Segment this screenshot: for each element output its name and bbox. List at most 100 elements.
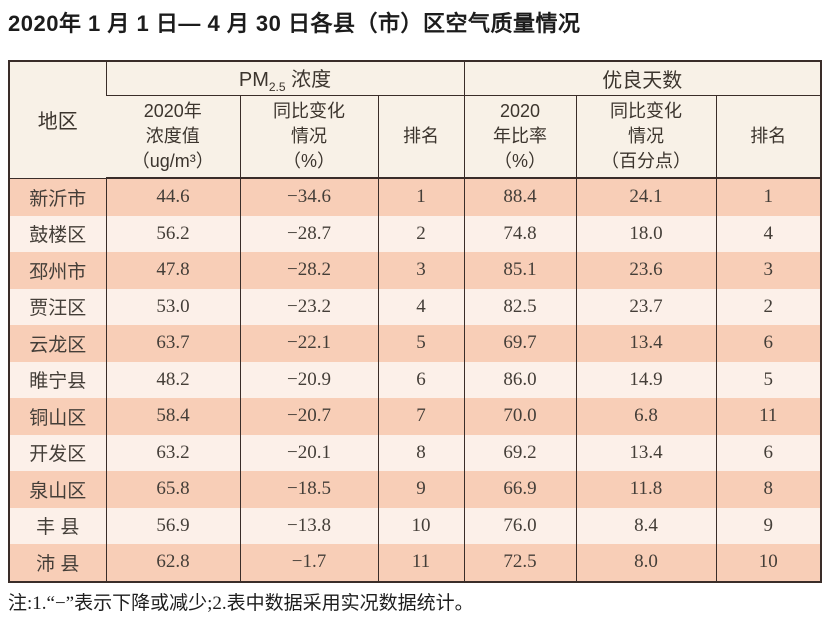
region-cell: 新沂市 [9,178,106,216]
pm25-subscript: 2.5 [268,80,286,94]
header-line: 浓度值 [145,126,200,146]
table-row: 新沂市 44.6 −34.6 1 88.4 24.1 1 [9,178,822,216]
pm-value-cell: 53.0 [105,288,240,325]
good-change-cell: 11.8 [575,471,717,508]
footnote: 注:1.“−”表示下降或减少;2.表中数据采用实况数据统计。 [8,593,474,614]
good-rate-cell: 88.4 [463,178,577,216]
column-header-pm-value: 2020年 浓度值 （ug/m³） [106,95,240,179]
header-line: （%） [282,151,335,171]
table-row: 睢宁县 48.2 −20.9 6 86.0 14.9 5 [9,361,822,398]
header-line: 情况 [291,126,327,146]
good-change-cell: 8.4 [575,507,717,544]
good-change-cell: 6.8 [575,398,717,435]
table-row: 铜山区 58.4 −20.7 7 70.0 6.8 11 [9,398,822,435]
good-rank-cell: 5 [715,361,822,398]
pm-value-cell: 56.2 [105,215,240,252]
region-cell: 泉山区 [9,471,106,508]
good-change-cell: 24.1 [575,178,717,216]
good-rank-cell: 9 [715,507,822,544]
good-rank-cell: 1 [715,178,822,216]
pm-value-cell: 48.2 [105,361,240,398]
good-rate-cell: 66.9 [463,471,577,508]
pm-rank-cell: 2 [377,215,465,252]
group-header-row: 地区 PM2.5 浓度 优良天数 [9,61,822,179]
column-header-good-rank: 排名 [715,95,822,179]
good-rank-cell: 6 [715,325,822,362]
header-line: （百分点） [601,151,692,171]
pm-change-cell: −1.7 [239,544,378,582]
good-rank-cell: 11 [715,398,822,435]
pm-rank-cell: 8 [377,434,465,471]
good-change-cell: 13.4 [575,434,717,471]
region-cell: 开发区 [9,434,106,471]
header-line: 2020年 [143,101,202,121]
header-line: 同比变化 [610,101,683,121]
pm-change-cell: −23.2 [239,288,378,325]
table-row: 丰 县 56.9 −13.8 10 76.0 8.4 9 [9,507,822,544]
header-line: （ug/m³） [131,151,214,171]
pm-change-cell: −34.6 [239,178,378,216]
table-body: 新沂市 44.6 −34.6 1 88.4 24.1 1 鼓楼区 56.2 −2… [9,178,822,582]
region-cell: 铜山区 [9,398,106,435]
good-rate-cell: 74.8 [463,215,577,252]
good-rank-cell: 3 [715,252,822,289]
table-row: 开发区 63.2 −20.1 8 69.2 13.4 6 [9,434,822,471]
pm-rank-cell: 6 [377,361,465,398]
pm-rank-cell: 4 [377,288,465,325]
good-rate-cell: 76.0 [463,507,577,544]
good-change-cell: 8.0 [575,544,717,582]
pm-value-cell: 56.9 [105,507,240,544]
pm-value-cell: 44.6 [105,178,240,216]
column-header-pm-change: 同比变化 情况 （%） [239,95,378,179]
good-rank-cell: 8 [715,471,822,508]
group-header-pm25: PM2.5 浓度 [105,61,465,96]
pm25-prefix: PM [238,69,269,91]
pm-rank-cell: 10 [377,507,465,544]
pm-value-cell: 58.4 [105,398,240,435]
region-cell: 贾汪区 [9,288,106,325]
good-change-cell: 23.6 [575,252,717,289]
header-line: 情况 [628,126,665,146]
sub-header-row: 2020年 浓度值 （ug/m³） 同比变化 情况 （%） 排名 2020 年比… [9,95,822,179]
good-change-cell: 23.7 [575,288,717,325]
region-cell: 云龙区 [9,325,106,362]
table-row: 泉山区 65.8 −18.5 9 66.9 11.8 8 [9,471,822,508]
page-title: 2020年 1 月 1 日— 4 月 30 日各县（市）区空气质量情况 [8,11,581,36]
good-rank-cell: 6 [715,434,822,471]
column-header-pm-rank: 排名 [377,95,465,179]
column-header-region: 地区 [9,61,106,179]
pm-change-cell: −22.1 [239,325,378,362]
column-header-good-rate: 2020 年比率 （%） [463,95,577,179]
pm-change-cell: −20.1 [239,434,378,471]
pm-value-cell: 63.7 [105,325,240,362]
header-line: （%） [494,151,547,171]
good-rank-cell: 10 [715,544,822,582]
region-cell: 沛 县 [9,544,106,582]
good-rate-cell: 82.5 [463,288,577,325]
good-rank-cell: 2 [715,288,822,325]
good-rate-cell: 72.5 [463,544,577,582]
pm-rank-cell: 3 [377,252,465,289]
table-row: 贾汪区 53.0 −23.2 4 82.5 23.7 2 [9,288,822,325]
region-cell: 丰 县 [9,507,106,544]
region-cell: 邳州市 [9,252,106,289]
good-rate-cell: 85.1 [463,252,577,289]
group-header-good-days: 优良天数 [463,61,822,96]
pm-change-cell: −28.7 [239,215,378,252]
table-row: 鼓楼区 56.2 −28.7 2 74.8 18.0 4 [9,215,822,252]
header-line: 2020 [499,101,541,121]
pm-change-cell: −20.7 [239,398,378,435]
good-rank-cell: 4 [715,215,822,252]
good-rate-cell: 86.0 [463,361,577,398]
pm-rank-cell: 5 [377,325,465,362]
good-rate-cell: 69.2 [463,434,577,471]
pm-change-cell: −20.9 [239,361,378,398]
pm-rank-cell: 1 [377,178,465,216]
region-cell: 睢宁县 [9,361,106,398]
pm-rank-cell: 7 [377,398,465,435]
good-change-cell: 13.4 [575,325,717,362]
good-rate-cell: 69.7 [463,325,577,362]
header-line: 同比变化 [273,101,345,121]
table-header: 地区 PM2.5 浓度 优良天数 2020年 浓度值 （ug/m³） 同比变化 … [9,61,822,179]
region-cell: 鼓楼区 [9,215,106,252]
